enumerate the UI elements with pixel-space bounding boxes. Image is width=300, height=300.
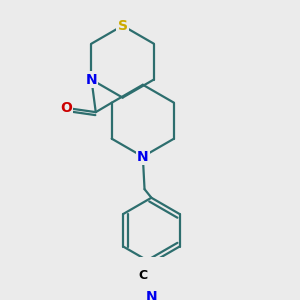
Text: N: N xyxy=(137,150,148,164)
Text: N: N xyxy=(86,73,97,87)
Text: C: C xyxy=(138,269,147,282)
Text: S: S xyxy=(118,19,128,33)
Text: O: O xyxy=(60,101,72,115)
Text: N: N xyxy=(146,290,157,300)
